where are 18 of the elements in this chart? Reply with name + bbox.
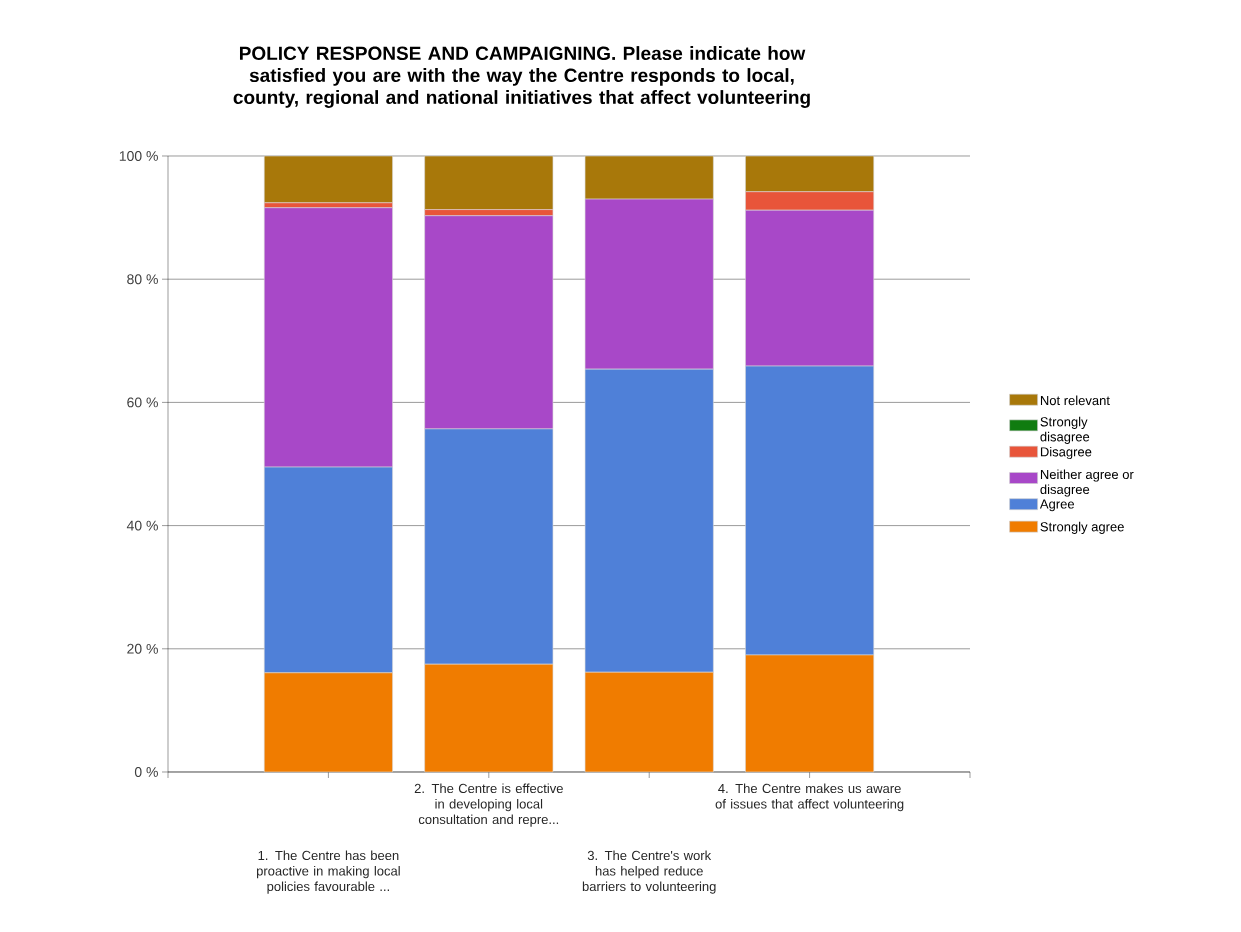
legend-label: Agree: [1039, 499, 1074, 512]
y-tick-label: 0 %: [134, 767, 158, 777]
y-tick-label: 20 %: [127, 643, 158, 654]
chart-title: POLICY RESPONSE AND CAMPAIGNING. Please indicate how satisfied you are with the way the Centre responds to local, county, regional and national initiatives that affect volunteering: [233, 46, 810, 108]
x-tick-label: 2. The Centre is effective in developing local consultation and repre...: [414, 783, 563, 827]
legend-label: Disagree: [1040, 446, 1092, 460]
x-tick-label: 3. The Centre's work has helped reduce barriers to volunteering: [582, 850, 716, 894]
y-tick-label: 40 %: [126, 520, 158, 531]
legend-label: Not relevant: [1040, 395, 1110, 406]
legend-label: Neither agree or disagree: [1040, 469, 1134, 497]
bar: [263, 155, 393, 204]
x-tick-label: 4. The Centre makes us aware of issues that affect volunteering: [715, 783, 904, 812]
x-tick-label: 1. The Centre has been proactive in making local policies favourable ...: [256, 850, 400, 894]
y-tick-label: 100 %: [119, 151, 158, 161]
legend-label: Strongly disagree: [1040, 416, 1090, 444]
y-tick-label: 80 %: [127, 274, 158, 285]
legend-label: Strongly agree: [1040, 521, 1124, 534]
y-tick-label: 60 %: [127, 397, 158, 408]
